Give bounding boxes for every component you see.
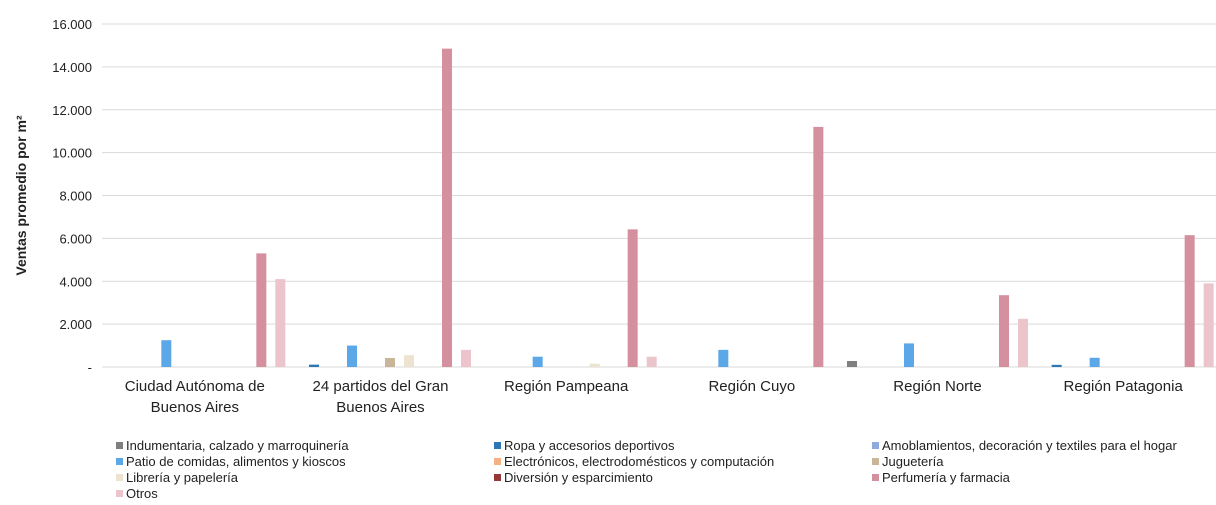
bar bbox=[347, 345, 357, 367]
legend-item: Indumentaria, calzado y marroquinería bbox=[116, 437, 494, 453]
legend-item: Librería y papelería bbox=[116, 469, 494, 485]
legend-item: Perfumería y farmacia bbox=[872, 469, 1211, 485]
legend-swatch bbox=[494, 457, 501, 465]
bar bbox=[404, 355, 414, 367]
legend-swatch bbox=[116, 473, 123, 481]
bar bbox=[442, 48, 452, 367]
bar bbox=[1018, 318, 1028, 367]
legend-swatch bbox=[494, 441, 501, 449]
bar bbox=[589, 363, 600, 367]
legend-item: Electrónicos, electrodomésticos y comput… bbox=[494, 453, 872, 469]
bar bbox=[904, 343, 914, 367]
legend-label: Librería y papelería bbox=[126, 469, 239, 485]
bar-chart: - 2.000 4.000 6.000 8.000 10.000 12.000 14.000 1… bbox=[13, 17, 1216, 416]
bar bbox=[847, 360, 857, 367]
bar bbox=[1051, 364, 1062, 367]
y-tick-label: 14.000 bbox=[52, 60, 92, 75]
bar bbox=[1089, 357, 1100, 367]
y-tick-label: 8.000 bbox=[59, 189, 92, 204]
x-axis-category-labels: Ciudad Autónoma de Buenos Aires 24 partido… bbox=[125, 378, 1184, 416]
y-tick-label: 16.000 bbox=[52, 17, 92, 32]
bar bbox=[813, 126, 824, 368]
bar bbox=[532, 356, 543, 367]
y-tick-label: 2.000 bbox=[59, 317, 92, 332]
y-tick-label: 12.000 bbox=[52, 103, 92, 118]
legend-swatch bbox=[872, 441, 879, 449]
bar bbox=[646, 356, 657, 367]
legend-swatch bbox=[872, 473, 879, 481]
legend-swatch bbox=[872, 457, 879, 465]
gridlines bbox=[102, 23, 1216, 325]
x-category-label: Región Patagonia bbox=[1064, 378, 1184, 395]
legend-label: Perfumería y farmacia bbox=[882, 469, 1010, 485]
legend-label: Juguetería bbox=[882, 453, 944, 469]
legend-swatch bbox=[116, 441, 123, 449]
legend-label: Ropa y accesorios deportivos bbox=[504, 437, 675, 453]
x-category-label: Región Pampeana bbox=[504, 378, 629, 395]
bar bbox=[385, 357, 395, 367]
y-tick-label: - bbox=[88, 360, 92, 375]
bar bbox=[309, 364, 319, 367]
x-category-label: Región Cuyo bbox=[708, 378, 795, 395]
bar bbox=[275, 279, 286, 367]
legend-item: Diversión y esparcimiento bbox=[494, 469, 872, 485]
legend-label: Otros bbox=[126, 485, 158, 501]
bars bbox=[161, 48, 1214, 368]
legend-swatch bbox=[116, 489, 123, 497]
legend-item: Otros bbox=[116, 485, 494, 501]
bar bbox=[461, 349, 471, 367]
bar bbox=[256, 253, 267, 367]
legend-label: Indumentaria, calzado y marroquinería bbox=[126, 437, 349, 453]
legend-label: Patio de comidas, alimentos y kioscos bbox=[126, 453, 346, 469]
bar bbox=[1184, 235, 1195, 367]
bar bbox=[627, 229, 638, 367]
legend-item: Juguetería bbox=[872, 453, 1211, 469]
legend-item: Ropa y accesorios deportivos bbox=[494, 437, 872, 453]
legend-swatch bbox=[494, 473, 501, 481]
legend-swatch bbox=[116, 457, 123, 465]
y-axis-ticks: - 2.000 4.000 6.000 8.000 10.000 12.000 14.000 1… bbox=[52, 17, 92, 375]
legend-label: Electrónicos, electrodomésticos y comput… bbox=[504, 453, 775, 469]
legend-item: Amoblamientos, decoración y textiles par… bbox=[872, 437, 1211, 453]
bar bbox=[718, 349, 729, 367]
x-category-label: 24 partidos del Gran Buenos Aires bbox=[313, 378, 449, 416]
x-category-label: Región Norte bbox=[893, 378, 981, 395]
x-category-label: Ciudad Autónoma de Buenos Aires bbox=[125, 378, 265, 416]
legend-label: Diversión y esparcimiento bbox=[504, 469, 653, 485]
legend-item: Patio de comidas, alimentos y kioscos bbox=[116, 453, 494, 469]
legend-label: Amoblamientos, decoración y textiles par… bbox=[882, 437, 1177, 453]
legend: Indumentaria, calzado y marroquinería Rop… bbox=[116, 437, 1211, 501]
y-tick-label: 10.000 bbox=[52, 146, 92, 161]
bar bbox=[1203, 283, 1214, 367]
y-tick-label: 4.000 bbox=[59, 274, 92, 289]
y-axis-label: Ventas promedio por m² bbox=[13, 115, 29, 276]
bar bbox=[999, 295, 1009, 367]
y-tick-label: 6.000 bbox=[59, 231, 92, 246]
bar bbox=[161, 340, 172, 367]
